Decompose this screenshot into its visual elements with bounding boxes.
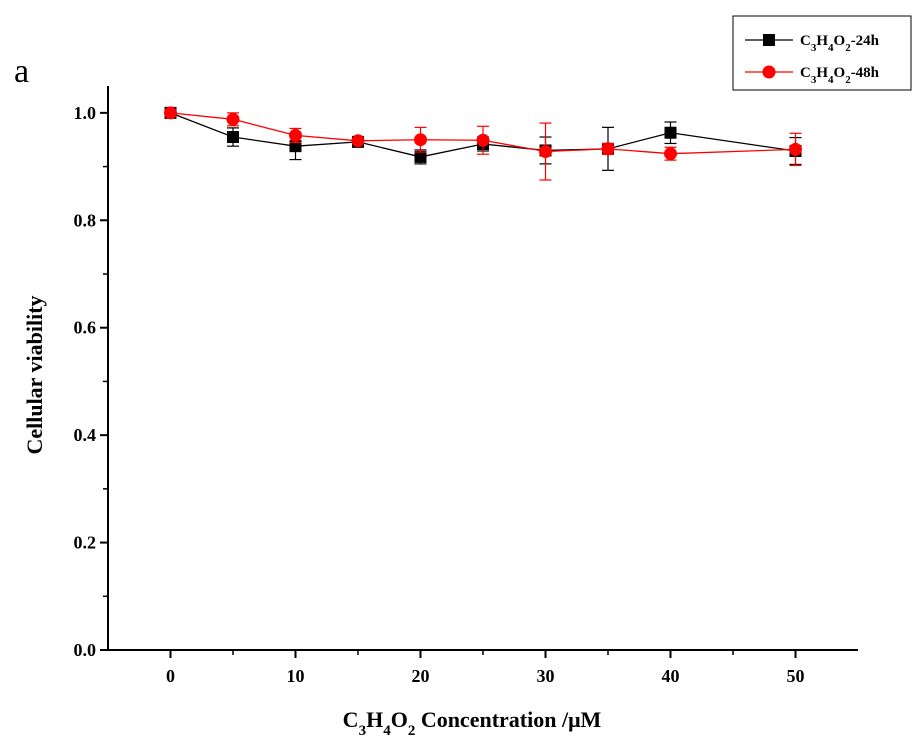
data-point [539, 145, 552, 159]
panel-label: a [14, 53, 29, 90]
data-point [664, 126, 677, 139]
y-tick-label: 0.6 [74, 318, 97, 338]
x-tick-label: 50 [787, 666, 805, 686]
data-point [601, 142, 615, 156]
axes [107, 86, 858, 651]
y-tick-label: 0.2 [74, 533, 97, 553]
data-point [226, 112, 240, 126]
data-point [414, 133, 427, 147]
y-axis-title: Cellular viability [22, 295, 47, 454]
series-line [170, 112, 796, 158]
series-2 [164, 106, 802, 181]
legend-label: C3H4O2-48h [800, 65, 880, 86]
data-point [289, 128, 302, 142]
series-layer [164, 106, 802, 181]
x-axis-title: C3H4O2 Concentration /μM [343, 707, 602, 739]
x-tick-label: 20 [412, 666, 430, 686]
data-point [664, 147, 677, 161]
legend: C3H4O2-24h C3H4O2-48h [732, 15, 912, 91]
x-tick-label: 40 [662, 666, 680, 686]
y-tick-label: 0.8 [74, 210, 97, 230]
data-point [414, 150, 427, 163]
y-tick-label: 0.4 [74, 425, 97, 445]
data-point [289, 140, 302, 153]
data-point [476, 133, 490, 147]
legend-label: C3H4O2-24h [800, 33, 880, 54]
y-tick-label: 0.0 [74, 640, 97, 660]
legend-item-1: C3H4O2-24h [745, 33, 880, 54]
data-point [351, 134, 365, 148]
x-axis-ticks: 0 10 20 30 40 50 [166, 650, 805, 686]
legend-marker [762, 65, 776, 79]
legend-box [732, 15, 912, 91]
data-point [789, 142, 802, 156]
legend-marker [763, 34, 775, 46]
x-tick-label: 0 [166, 666, 175, 686]
y-tick-label: 1.0 [74, 103, 97, 123]
x-tick-label: 30 [537, 666, 555, 686]
legend-item-2: C3H4O2-48h [745, 65, 880, 86]
series-line [170, 112, 796, 155]
data-point [227, 131, 239, 144]
data-point [164, 106, 177, 120]
x-tick-label: 10 [287, 666, 305, 686]
y-axis-ticks: 0.0 0.2 0.4 0.6 0.8 1.0 [74, 103, 108, 660]
